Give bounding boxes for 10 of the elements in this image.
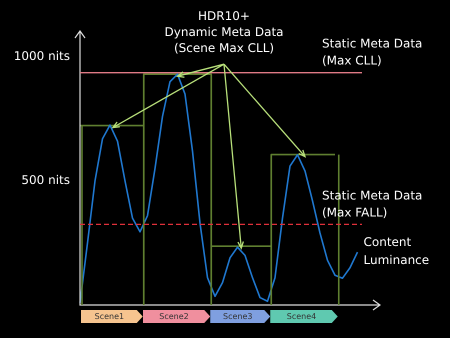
text: Scene3 [222, 311, 254, 323]
series-label: Content Luminance [364, 235, 430, 268]
text: Scene1 [94, 311, 126, 323]
annotation: HDR10+ Dynamic Meta Data (Scene Max CLL) [164, 9, 284, 56]
text: Scene2 [158, 311, 190, 323]
ref-line-label: Static Meta Data (Max FALL) [322, 188, 422, 220]
y-tick-label: 1000 nits [14, 48, 70, 63]
y-tick-label: 500 nits [21, 173, 70, 188]
ref-line-label: Static Meta Data (Max CLL) [322, 36, 422, 68]
text: Scene4 [286, 311, 318, 323]
